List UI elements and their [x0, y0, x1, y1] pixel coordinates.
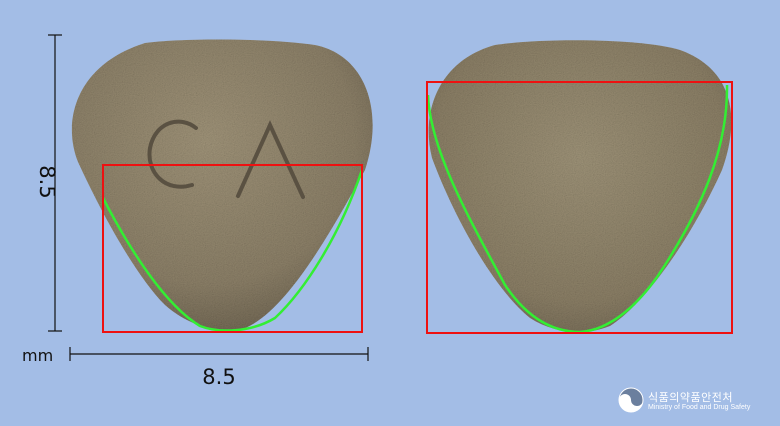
- mfds-logo-icon: [619, 388, 643, 412]
- tablet-front-body: [72, 39, 373, 330]
- tablet-back: [427, 40, 732, 333]
- unit-label: mm: [22, 346, 53, 365]
- brand-korean-name: 식품의약품안전처: [648, 389, 733, 405]
- height-label: 8.5: [35, 165, 59, 198]
- width-label: 8.5: [202, 365, 235, 389]
- width-dimension-line: [70, 347, 368, 361]
- brand-english-name: Ministry of Food and Drug Safety: [648, 404, 750, 411]
- tablet-back-body: [429, 40, 732, 332]
